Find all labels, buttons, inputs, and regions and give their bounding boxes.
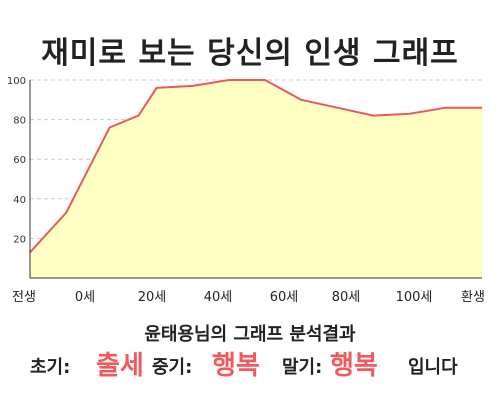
x-tick-label: 20세 [138, 290, 167, 305]
y-tick-label: 20 [13, 234, 26, 245]
x-tick-label: 40세 [204, 290, 233, 305]
series-line [29, 79, 482, 253]
x-tick-label: 100세 [396, 290, 433, 305]
analysis-heading: 윤태용님의 그래프 분석결과 [144, 324, 356, 345]
x-tick-label: 환생 [461, 290, 485, 305]
x-tick-label: 80세 [332, 290, 361, 305]
x-tick-label: 전생 [12, 290, 36, 305]
y-tick-label: 60 [13, 155, 26, 166]
middle-value: 행복 [212, 351, 260, 381]
ending-text: 입니다 [408, 357, 458, 378]
x-tick-label: 0세 [75, 290, 95, 305]
late-value: 행복 [330, 351, 378, 381]
middle-label: 중기: [152, 357, 193, 378]
area-fill [30, 80, 482, 278]
early-value: 출세 [96, 351, 144, 381]
x-tick-label: 60세 [270, 290, 299, 305]
chart-title: 재미로 보는 당신의 인생 그래프 [41, 36, 459, 71]
late-label: 말기: [282, 357, 323, 378]
y-tick-label: 80 [13, 116, 26, 127]
early-label: 초기: [30, 357, 71, 378]
y-tick-label: 40 [13, 195, 26, 206]
y-tick-label: 100 [7, 76, 26, 87]
